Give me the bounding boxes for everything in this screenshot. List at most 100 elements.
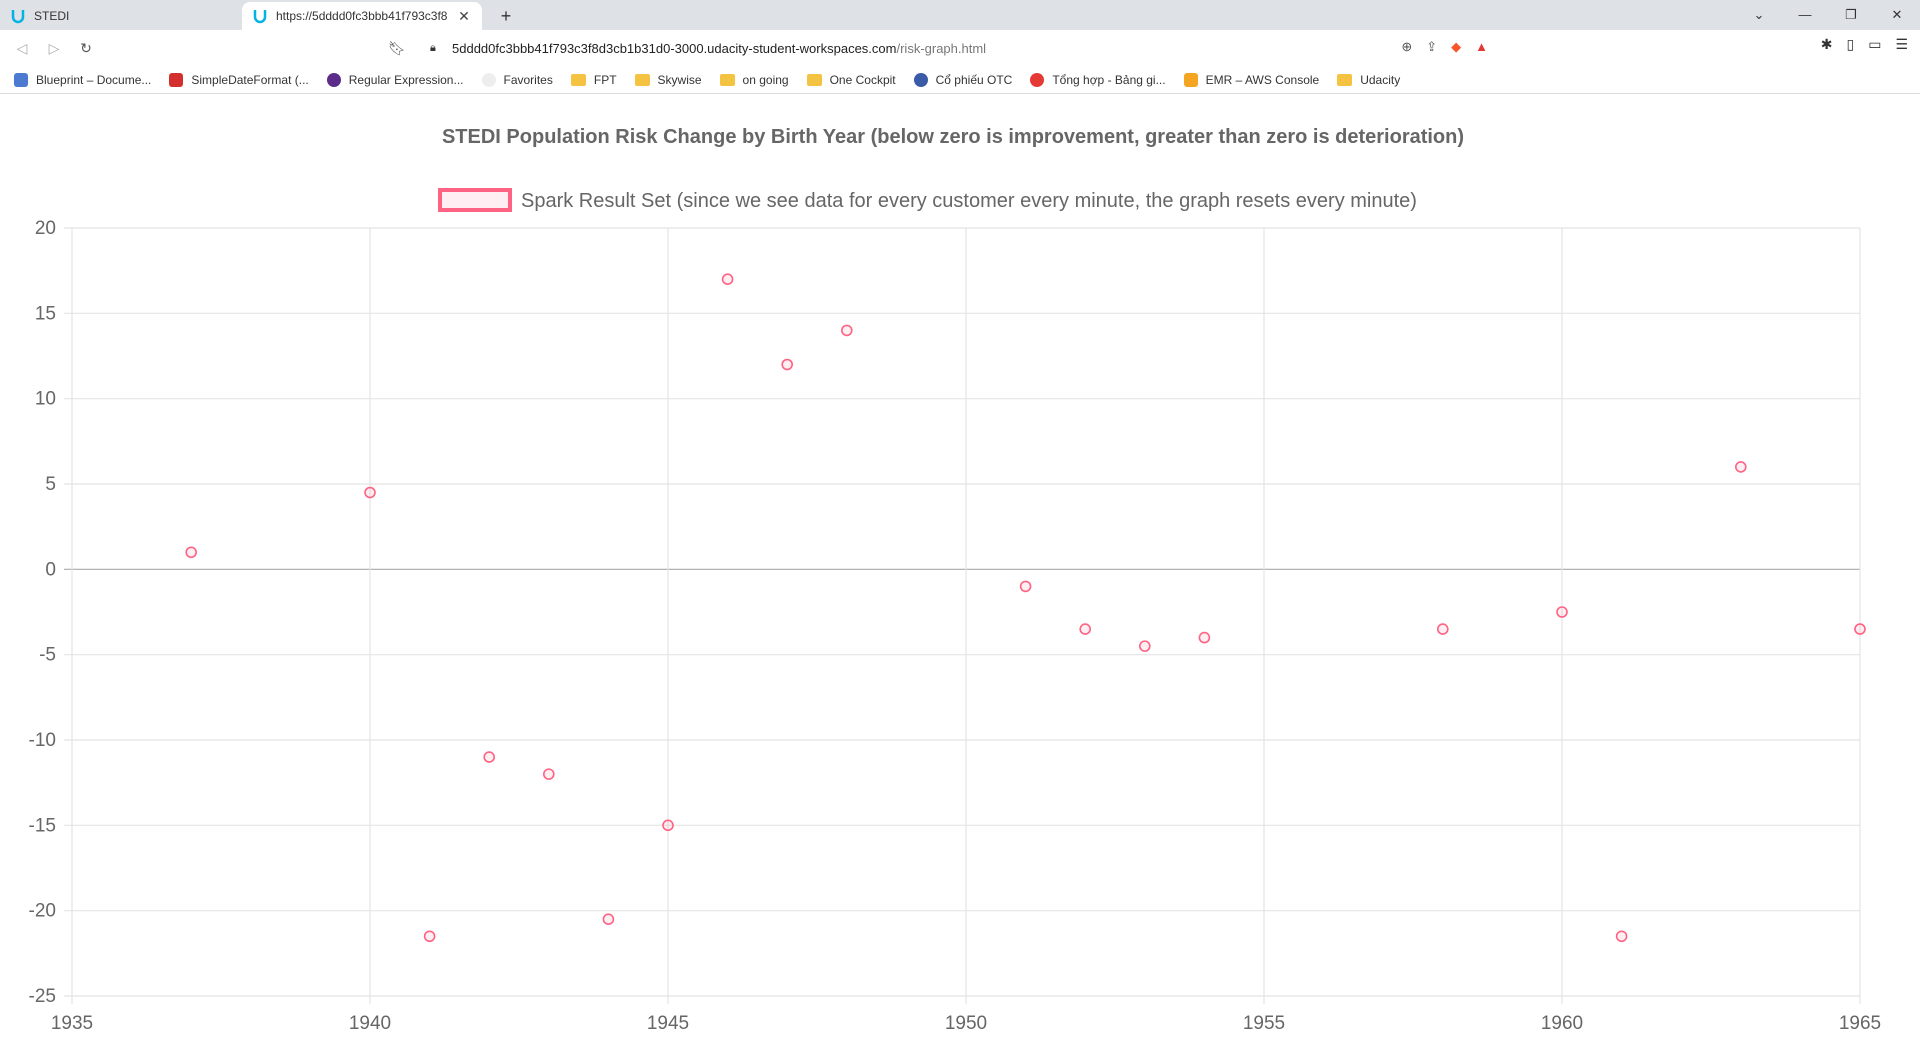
close-window-icon[interactable]: ✕	[1891, 7, 1903, 22]
x-tick-label: 1955	[1243, 1013, 1285, 1034]
data-point[interactable]	[781, 358, 794, 371]
y-tick-label: -20	[29, 901, 56, 922]
menu-icon[interactable]: ☰	[1895, 36, 1908, 52]
bookmark-icon[interactable]: 🔖︎	[388, 40, 406, 56]
bookmark-udacity[interactable]: Udacity	[1337, 73, 1400, 87]
data-point[interactable]	[423, 930, 436, 943]
oracle-icon	[169, 72, 184, 87]
x-tick-label: 1935	[51, 1013, 93, 1034]
bookmark-favorites[interactable]: Favorites	[481, 72, 553, 87]
y-tick-label: 0	[45, 559, 56, 580]
folder-icon	[634, 73, 650, 86]
folder-icon	[719, 73, 735, 86]
back-icon[interactable]: ◁	[16, 40, 28, 56]
brave-rewards-icon[interactable]: ▲	[1475, 39, 1488, 54]
bookmark-label: Blueprint – Docume...	[36, 72, 152, 87]
favorites-icon	[481, 72, 496, 87]
y-tick-label: 5	[45, 474, 56, 495]
bookmark-label: on going	[742, 72, 789, 87]
grid	[64, 227, 1861, 1004]
bookmark-label: Cổ phiếu OTC	[935, 72, 1013, 87]
bookmark-simpledateformat[interactable]: SimpleDateFormat (...	[169, 72, 309, 87]
bookmarks-bar: Blueprint – Docume... SimpleDateFormat (…	[0, 66, 1920, 94]
browser-toolbar: ◁ ▷ ↻ 🔖︎ 🔒︎ 5dddd0fc3bbb41f793c3f8d3cb1b…	[0, 30, 1920, 66]
data-point[interactable]	[602, 913, 615, 926]
address-bar[interactable]: 🔒︎ 5dddd0fc3bbb41f793c3f8d3cb1b31d0-3000…	[418, 35, 1498, 61]
reload-icon[interactable]: ↻	[80, 40, 92, 56]
bookmark-label: One Cockpit	[829, 72, 896, 87]
y-tick-label: 20	[35, 218, 56, 239]
data-point[interactable]	[483, 751, 496, 763]
bookmark-fpt[interactable]: FPT	[570, 72, 617, 87]
restore-icon[interactable]: ❐	[1845, 7, 1857, 22]
zoom-icon[interactable]: ⊕	[1401, 39, 1413, 54]
regex-icon	[326, 72, 341, 87]
y-tick-label: -25	[29, 986, 56, 1007]
data-point[interactable]	[1615, 930, 1628, 943]
folder-icon	[570, 73, 586, 86]
chart-container: 20 15 10 5 0 -5 -10 -15 -20 -25 1935 1940 1945 1950 1…	[0, 95, 1920, 1050]
bookmark-label: Skywise	[657, 72, 702, 87]
bookmark-regex[interactable]: Regular Expression...	[326, 72, 464, 87]
data-point[interactable]	[1139, 640, 1151, 652]
tab-risk-graph[interactable]: https://5dddd0fc3bbb41f793c3f8 ✕	[242, 2, 482, 30]
data-point[interactable]	[185, 546, 197, 559]
y-axis: 20 15 10 5 0 -5 -10 -15 -20 -25	[29, 218, 56, 1007]
data-point[interactable]	[721, 273, 734, 285]
bookmark-blueprint[interactable]: Blueprint – Docume...	[14, 72, 152, 87]
tab-stedi[interactable]: STEDI	[0, 2, 240, 30]
aws-icon	[1183, 72, 1198, 87]
data-point[interactable]	[364, 486, 376, 499]
bookmark-label: Regular Expression...	[348, 72, 464, 87]
data-point[interactable]	[542, 768, 555, 780]
bookmark-emr-aws[interactable]: EMR – AWS Console	[1183, 72, 1320, 87]
x-tick-label: 1950	[945, 1013, 987, 1034]
data-point[interactable]	[1079, 623, 1091, 635]
forward-icon[interactable]: ▷	[48, 40, 60, 56]
data-point[interactable]	[1019, 580, 1032, 593]
bookmark-label: EMR – AWS Console	[1205, 72, 1320, 87]
x-axis: 1935 1940 1945 1950 1955 1960 1965	[51, 1013, 1881, 1034]
data-point[interactable]	[1854, 623, 1866, 635]
share-icon[interactable]: ⇪	[1426, 39, 1438, 54]
x-tick-label: 1960	[1541, 1013, 1583, 1034]
extensions-icon[interactable]: ✱	[1820, 36, 1833, 52]
tab-title: STEDI	[34, 9, 70, 23]
bookmark-label: SimpleDateFormat (...	[191, 72, 309, 87]
bookmark-tonghop[interactable]: Tổng hợp - Bảng gi...	[1030, 72, 1166, 87]
bookmark-otc[interactable]: Cổ phiếu OTC	[913, 72, 1013, 87]
bookmark-label: Tổng hợp - Bảng gi...	[1052, 72, 1166, 87]
wallet-icon[interactable]: ▭	[1868, 36, 1882, 52]
tab-search-icon[interactable]: ⌄	[1753, 7, 1765, 22]
url-path: /risk-graph.html	[896, 40, 987, 56]
bookmark-on-going[interactable]: on going	[719, 72, 789, 87]
y-tick-label: 15	[35, 303, 56, 324]
bookmark-one-cockpit[interactable]: One Cockpit	[806, 72, 896, 87]
data-point[interactable]	[1437, 623, 1449, 635]
new-tab-icon[interactable]: +	[500, 6, 512, 26]
minimize-icon[interactable]: —	[1798, 7, 1812, 22]
tonghop-icon	[1030, 72, 1045, 87]
data-point[interactable]	[1556, 606, 1568, 618]
data-point[interactable]	[1735, 461, 1747, 473]
data-point[interactable]	[840, 324, 853, 337]
otc-icon	[913, 72, 928, 87]
bookmark-skywise[interactable]: Skywise	[634, 72, 702, 87]
y-tick-label: -5	[39, 645, 56, 666]
legend-swatch[interactable]	[438, 188, 512, 212]
bookmark-label: Favorites	[503, 72, 553, 87]
lock-icon: 🔒︎	[430, 41, 436, 54]
legend-label[interactable]: Spark Result Set (since we see data for …	[521, 190, 1417, 212]
udacity-icon	[253, 10, 267, 24]
x-tick-label: 1940	[349, 1013, 391, 1034]
sidebar-icon[interactable]: ▯	[1846, 36, 1855, 52]
data-point[interactable]	[1198, 631, 1211, 644]
brave-shield-icon[interactable]: ◆	[1451, 39, 1462, 54]
folder-icon	[1337, 73, 1353, 86]
data-point[interactable]	[662, 819, 674, 832]
bookmark-label: FPT	[593, 72, 617, 87]
close-tab-icon[interactable]: ✕	[458, 7, 470, 24]
y-tick-label: -10	[29, 730, 56, 751]
udacity-icon	[11, 10, 25, 24]
